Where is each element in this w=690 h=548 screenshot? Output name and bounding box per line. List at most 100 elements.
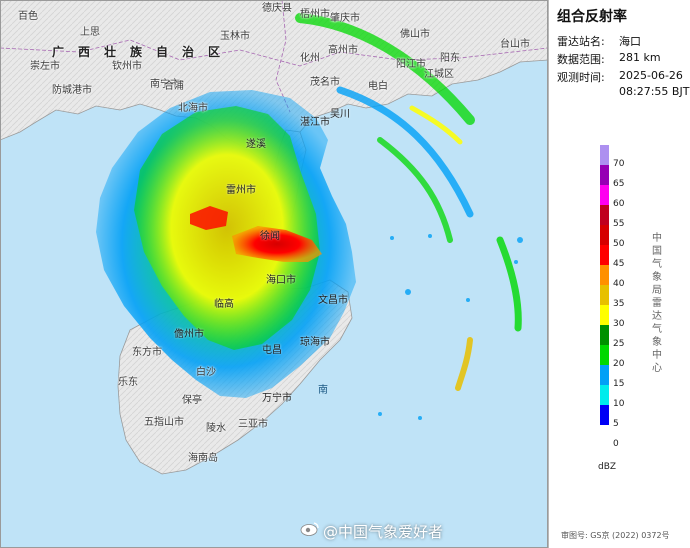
place-label: 文昌市 <box>318 295 348 306</box>
place-label: 五指山市 <box>144 417 184 428</box>
place-label: 化州 <box>300 53 320 64</box>
rainband-4 <box>496 236 522 332</box>
watermark-text: @中国气象爱好者 <box>323 523 444 541</box>
legend-tick-label: 10 <box>613 399 625 409</box>
legend-tick-label: 40 <box>613 279 625 289</box>
radar-map-canvas <box>0 0 548 548</box>
legend-color-cell <box>600 385 609 405</box>
place-label: 佛山市 <box>400 29 430 40</box>
rainband-6 <box>409 105 463 145</box>
echo-scatter <box>378 234 523 420</box>
place-label: 东方市 <box>132 347 162 358</box>
legend-color-cell <box>600 245 609 265</box>
echo-core <box>232 226 322 262</box>
range-line: 数据范围: 281 km <box>557 51 661 67</box>
station-label: 雷达站名: <box>557 35 605 48</box>
rainband-2 <box>336 86 474 218</box>
place-label: 三亚市 <box>238 419 268 430</box>
place-label: 玉林市 <box>220 31 250 42</box>
legend-color-cell <box>600 185 609 205</box>
place-label: 崇左市 <box>30 61 60 72</box>
dbz-legend-bar <box>600 145 609 447</box>
province-border <box>0 39 548 67</box>
place-label: 钦州市 <box>112 61 142 72</box>
legend-color-cell <box>600 325 609 345</box>
place-label: 湛江市 <box>300 117 330 128</box>
place-label: 电白 <box>368 81 388 92</box>
legend-unit: dBZ <box>598 462 617 472</box>
place-label: 雷州市 <box>226 185 256 196</box>
legend-source: 中国气象局雷达气象中心 <box>652 233 662 374</box>
legend-tick-label: 0 <box>613 439 619 449</box>
rainband-1 <box>295 13 475 125</box>
legend-tick-label: 50 <box>613 239 625 249</box>
place-label: 临高 <box>214 299 234 310</box>
weibo-icon <box>300 522 320 539</box>
place-label: 琼海市 <box>300 337 330 348</box>
legend-tick-label: 45 <box>613 259 625 269</box>
legend-tick-label: 70 <box>613 159 625 169</box>
place-label: 海口市 <box>266 275 296 286</box>
legend-color-cell <box>600 145 609 165</box>
legend-tick-label: 25 <box>613 339 625 349</box>
legend-tick-label: 5 <box>613 419 619 429</box>
place-label: 乐东 <box>118 377 138 388</box>
legend-tick-label: 65 <box>613 179 625 189</box>
place-label: 阳东 <box>440 53 460 64</box>
time-clock: 08:27:55 BJT <box>619 85 690 98</box>
place-label: 阳江市 <box>396 59 426 70</box>
station-line: 雷达站名: 海口 <box>557 33 641 49</box>
place-label: 儋州市 <box>174 329 204 340</box>
radar-map[interactable]: 广西壮族自治区 百色 南宁市 玉林市 梧州市 德庆县 肇庆市 佛山市 上思 崇左… <box>0 0 548 548</box>
place-label: 陵水 <box>206 423 226 434</box>
place-label: 肇庆市 <box>330 13 360 24</box>
legend-tick-label: 60 <box>613 199 625 209</box>
legend-color-cell <box>600 365 609 385</box>
legend-tick-label: 20 <box>613 359 625 369</box>
place-label: 白沙 <box>196 367 216 378</box>
place-label: 屯昌 <box>262 345 282 356</box>
place-label: 防城港市 <box>52 85 92 96</box>
place-label: 南宁市 <box>150 79 180 90</box>
place-label: 德庆县 <box>262 3 292 14</box>
place-label: 吴川 <box>330 109 350 120</box>
time-label: 观测时间: <box>557 71 605 84</box>
legend-color-cell <box>600 345 609 365</box>
place-label: 徐闻 <box>260 231 280 242</box>
legend-color-cell <box>600 305 609 325</box>
place-label: 上思 <box>80 27 100 38</box>
place-label: 台山市 <box>500 39 530 50</box>
province-border-2 <box>275 0 291 113</box>
place-label: 遂溪 <box>246 139 266 150</box>
place-label: 合浦 <box>164 81 184 92</box>
legend-tick-label: 15 <box>613 379 625 389</box>
place-label: 保亭 <box>182 395 202 406</box>
legend-color-cell <box>600 425 609 427</box>
station-value: 海口 <box>619 35 641 48</box>
place-label: 江城区 <box>424 69 454 80</box>
rainband-5 <box>455 337 473 391</box>
place-label: 百色 <box>18 11 38 22</box>
watermark: @中国气象爱好者 <box>300 521 443 542</box>
legend-color-cell <box>600 285 609 305</box>
rainband-3 <box>377 137 453 243</box>
place-label: 北海市 <box>178 103 208 114</box>
legend-color-cell <box>600 165 609 185</box>
map-approval-number: 审图号: GS京 (2022) 0372号 <box>561 531 670 540</box>
place-label: 海南岛 <box>188 453 218 464</box>
panel-title: 组合反射率 <box>557 9 627 25</box>
echo-moderate <box>134 106 320 350</box>
legend-tick-label: 35 <box>613 299 625 309</box>
place-label: 万宁市 <box>262 393 292 404</box>
legend-color-cell <box>600 405 609 425</box>
place-label: 南 <box>318 385 328 396</box>
range-label: 数据范围: <box>557 53 605 66</box>
time-date: 2025-06-26 <box>619 69 683 82</box>
echo-core-2 <box>190 206 228 230</box>
place-label: 高州市 <box>328 45 358 56</box>
region-label: 广西壮族自治区 <box>52 45 235 59</box>
place-label: 梧州市 <box>300 9 330 20</box>
legend-color-cell <box>600 225 609 245</box>
legend-color-cell <box>600 265 609 285</box>
